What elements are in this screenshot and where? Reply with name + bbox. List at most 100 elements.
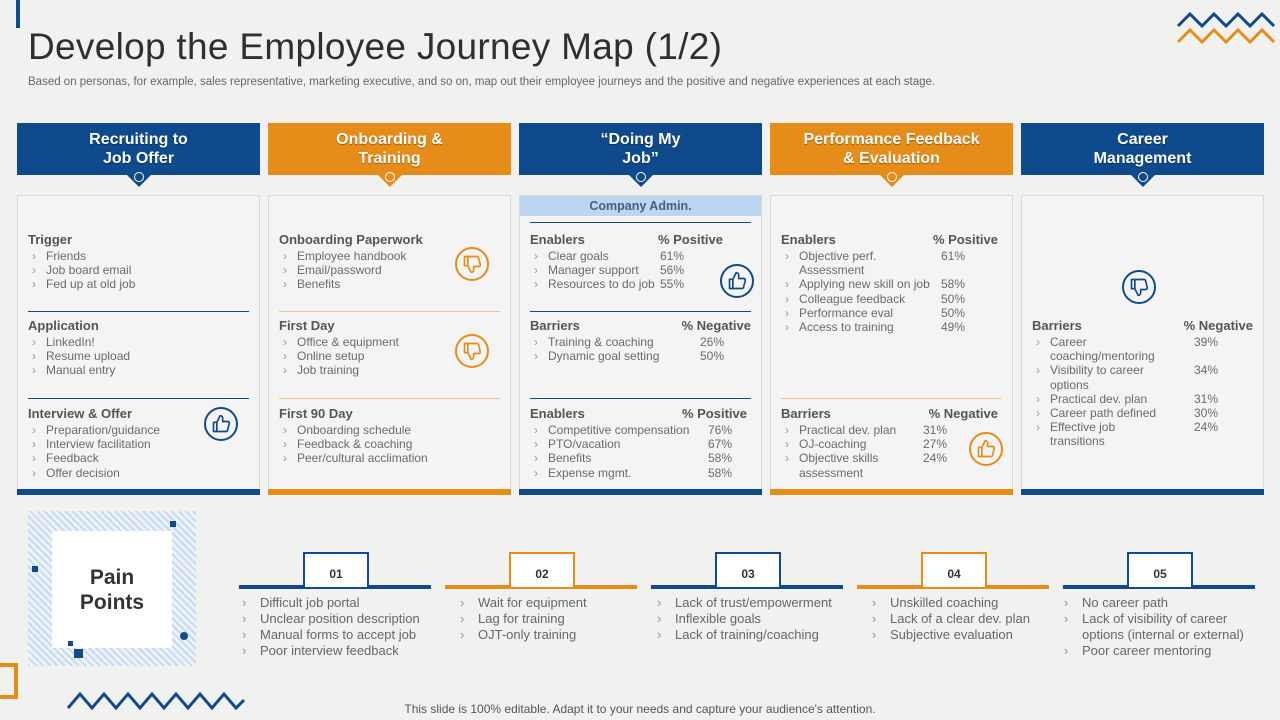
pain-point-list: Wait for equipment Lag for training OJT-…: [458, 595, 648, 643]
list-item: Manual forms to accept job: [240, 627, 440, 643]
thumbs-down-icon: [455, 247, 489, 281]
pain-point-line: [651, 585, 843, 589]
stage-card-career: Barriers % Negative Career coaching/mento…: [1021, 195, 1264, 495]
pain-point-line: [239, 585, 431, 589]
pain-points-panel: Pain Points: [28, 511, 196, 666]
list-item: LinkedIn!: [28, 335, 249, 349]
stage-marker-dot: [1137, 172, 1148, 182]
page-subtitle: Based on personas, for example, sales re…: [28, 76, 936, 88]
zigzag-decoration-bottom: [66, 691, 246, 711]
list-item: Lack of visibility of career options (in…: [1062, 611, 1262, 643]
list-item: Offer decision: [28, 466, 249, 480]
list-item: Difficult job portal: [240, 595, 440, 611]
list-item: Lag for training: [458, 611, 648, 627]
list-item: Poor career mentoring: [1062, 643, 1262, 659]
stage-title: Recruiting to Job Offer: [89, 131, 188, 167]
pain-point-number: 05: [1127, 552, 1193, 587]
section-trigger: Trigger Friends Job board email Fed up a…: [28, 232, 249, 292]
list-item: Resume upload: [28, 349, 249, 363]
stage-marker-dot: [133, 172, 144, 182]
pain-point-list: Lack of trust/empowerment Inflexible goa…: [655, 595, 850, 643]
list-item: Employee handbook: [279, 249, 500, 263]
list-item: Wait for equipment: [458, 595, 648, 611]
divider: [28, 398, 249, 399]
stage-card-doing-my-job: Company Admin. Enablers % Positive Clear …: [519, 195, 762, 495]
section-heading: Application: [28, 318, 99, 333]
list-item: Job training: [279, 363, 500, 377]
thumbs-down-icon: [455, 334, 489, 368]
pain-point-list: Difficult job portal Unclear position de…: [240, 595, 440, 659]
list-item: Lack of training/coaching: [655, 627, 850, 643]
pct-header: % Positive: [657, 232, 723, 247]
footer-note: This slide is 100% editable. Adapt it to…: [404, 702, 876, 716]
title-accent-bar: [16, 0, 20, 28]
stage-card-onboarding: Onboarding Paperwork Employee handbook E…: [268, 195, 511, 495]
pct-header: % Negative: [928, 406, 998, 421]
section-first-day: First Day Office & equipment Online setu…: [279, 318, 500, 378]
stage-card-recruiting: Trigger Friends Job board email Fed up a…: [17, 195, 260, 495]
list-item: Peer/cultural acclimation: [279, 451, 500, 465]
section-barriers: Barriers % Negative Training & coaching26…: [530, 318, 751, 364]
pain-point-number: 03: [715, 552, 781, 587]
list-item: Feedback: [28, 451, 249, 465]
thumbs-up-icon: [204, 407, 238, 441]
divider: [781, 398, 1002, 399]
company-admin-band: Company Admin.: [520, 196, 761, 216]
stage-title: Performance Feedback & Evaluation: [803, 131, 980, 167]
stage-marker-dot: [635, 172, 646, 182]
list-item: Friends: [28, 249, 249, 263]
stage-header-recruiting: Recruiting to Job Offer: [17, 123, 260, 187]
section-heading: Barriers: [781, 406, 831, 421]
thumbs-up-icon: [969, 432, 1003, 466]
list-item: Email/password: [279, 263, 500, 277]
list-item: Expense mgmt.58%: [530, 466, 748, 480]
list-item: Benefits: [279, 277, 500, 291]
list-item: Poor interview feedback: [240, 643, 440, 659]
divider: [530, 222, 751, 223]
list-item: Onboarding schedule: [279, 423, 500, 437]
pain-point-line: [445, 585, 637, 589]
stage-card-performance: Enablers % Positive Objective perf. Asses…: [770, 195, 1013, 495]
divider: [279, 398, 500, 399]
section-onboarding-paperwork: Onboarding Paperwork Employee handbook E…: [279, 232, 500, 292]
section-heading: Interview & Offer: [28, 406, 133, 421]
list-item: Feedback & coaching: [279, 437, 500, 451]
list-item: Job board email: [28, 263, 249, 277]
list-item: Unskilled coaching: [870, 595, 1060, 611]
section-barriers: Barriers % Negative Practical dev. plan31…: [781, 406, 1002, 480]
pain-point-number: 01: [303, 552, 369, 587]
section-heading: Enablers: [781, 232, 836, 247]
divider: [279, 311, 500, 312]
list-item: Preparation/guidance: [28, 423, 249, 437]
stage-header-onboarding: Onboarding & Training: [268, 123, 511, 187]
list-item: Online setup: [279, 349, 500, 363]
stage-header-career: Career Management: [1021, 123, 1264, 187]
list-item: Interview facilitation: [28, 437, 249, 451]
section-heading: Onboarding Paperwork: [279, 232, 423, 247]
zigzag-decoration-top: [1176, 11, 1276, 45]
stage-marker-dot: [384, 172, 395, 182]
divider: [28, 311, 249, 312]
section-barriers: Barriers % Negative Career coaching/mento…: [1032, 318, 1253, 449]
list-item: Unclear position description: [240, 611, 440, 627]
section-heading: Trigger: [28, 232, 73, 247]
section-heading: Barriers: [530, 318, 580, 333]
pain-point-number: 02: [509, 552, 575, 587]
stage-header-performance: Performance Feedback & Evaluation: [770, 123, 1013, 187]
divider: [530, 398, 751, 399]
pct-header: % Positive: [932, 232, 998, 247]
stage-marker-dot: [886, 172, 897, 182]
pain-point-line: [1063, 585, 1255, 589]
list-item: Fed up at old job: [28, 277, 249, 291]
pain-point-line: [857, 585, 1049, 589]
